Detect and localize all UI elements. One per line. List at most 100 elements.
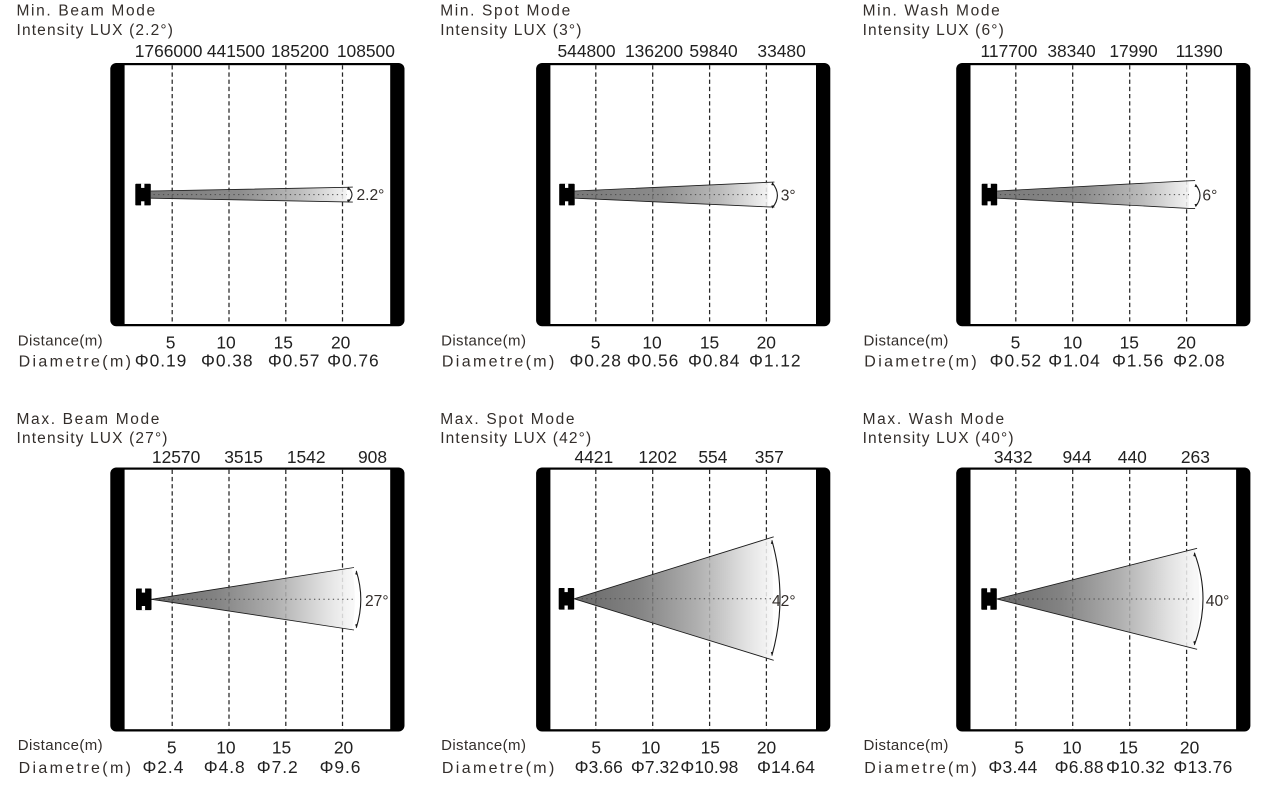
svg-text:136200: 136200 [625, 41, 683, 61]
svg-text:20: 20 [1177, 333, 1196, 353]
svg-text:Diametre(m): Diametre(m) [864, 353, 979, 370]
svg-text:554: 554 [698, 447, 727, 467]
svg-text:Intensity LUX (2.2°): Intensity LUX (2.2°) [17, 22, 175, 39]
svg-text:Intensity LUX (40°): Intensity LUX (40°) [863, 430, 1015, 447]
svg-text:6°: 6° [1202, 188, 1217, 205]
svg-text:Φ0.38: Φ0.38 [201, 350, 253, 370]
svg-text:2.2°: 2.2° [357, 187, 385, 204]
svg-text:Diametre(m): Diametre(m) [442, 353, 557, 370]
svg-text:Φ4.8: Φ4.8 [204, 757, 246, 777]
svg-text:Intensity LUX (27°): Intensity LUX (27°) [17, 430, 169, 447]
svg-text:1542: 1542 [287, 447, 326, 467]
svg-text:Φ1.56: Φ1.56 [1112, 350, 1164, 370]
svg-text:Φ2.4: Φ2.4 [142, 757, 184, 777]
svg-text:20: 20 [757, 333, 776, 353]
svg-text:117700: 117700 [981, 41, 1038, 61]
svg-text:Distance(m): Distance(m) [864, 737, 949, 754]
svg-text:17990: 17990 [1109, 41, 1157, 61]
svg-text:Φ0.52: Φ0.52 [990, 350, 1042, 370]
svg-text:10: 10 [641, 738, 660, 758]
svg-text:3515: 3515 [224, 447, 263, 467]
svg-text:944: 944 [1062, 447, 1091, 467]
svg-text:Φ1.04: Φ1.04 [1048, 350, 1100, 370]
svg-text:Intensity LUX (42°): Intensity LUX (42°) [440, 430, 592, 447]
svg-text:Φ0.84: Φ0.84 [688, 350, 740, 370]
svg-text:3°: 3° [781, 187, 796, 204]
svg-text:Intensity LUX (6°): Intensity LUX (6°) [863, 22, 1005, 39]
svg-text:Min. Wash Mode: Min. Wash Mode [863, 2, 1002, 19]
svg-text:Max. Wash Mode: Max. Wash Mode [863, 411, 1006, 428]
svg-text:5: 5 [1014, 738, 1024, 758]
svg-text:1202: 1202 [638, 447, 677, 467]
svg-text:357: 357 [755, 447, 784, 467]
svg-text:5: 5 [591, 738, 601, 758]
svg-text:10: 10 [1063, 333, 1082, 353]
svg-text:Φ7.2: Φ7.2 [257, 757, 299, 777]
svg-text:15: 15 [1119, 738, 1138, 758]
svg-text:Distance(m): Distance(m) [864, 332, 949, 349]
svg-text:440: 440 [1118, 447, 1147, 467]
svg-text:Min. Beam Mode: Min. Beam Mode [17, 2, 157, 19]
svg-text:Φ3.66: Φ3.66 [575, 757, 623, 777]
svg-text:Φ2.08: Φ2.08 [1173, 350, 1225, 370]
svg-text:10: 10 [1062, 738, 1081, 758]
svg-text:15: 15 [272, 738, 291, 758]
svg-text:441500: 441500 [207, 41, 265, 61]
svg-text:42°: 42° [772, 593, 796, 610]
svg-text:Φ3.44: Φ3.44 [988, 757, 1037, 777]
svg-text:38340: 38340 [1047, 41, 1095, 61]
svg-text:Diametre(m): Diametre(m) [19, 353, 134, 370]
svg-text:10: 10 [642, 333, 661, 353]
svg-text:10: 10 [216, 738, 235, 758]
svg-text:1766000: 1766000 [135, 41, 203, 61]
svg-text:5: 5 [166, 333, 176, 353]
svg-text:Min. Spot Mode: Min. Spot Mode [440, 2, 572, 19]
svg-text:Φ10.32: Φ10.32 [1106, 757, 1165, 777]
svg-text:Max. Beam Mode: Max. Beam Mode [17, 411, 162, 428]
svg-text:5: 5 [167, 738, 177, 758]
svg-text:15: 15 [274, 333, 293, 353]
svg-text:15: 15 [700, 333, 719, 353]
svg-text:5: 5 [1011, 333, 1021, 353]
svg-text:Φ6.88: Φ6.88 [1055, 757, 1104, 777]
svg-text:27°: 27° [365, 593, 389, 610]
svg-text:40°: 40° [1206, 593, 1230, 610]
svg-text:Intensity LUX (3°): Intensity LUX (3°) [440, 22, 582, 39]
svg-text:Φ1.12: Φ1.12 [749, 350, 801, 370]
svg-text:Φ13.76: Φ13.76 [1173, 757, 1232, 777]
svg-text:33480: 33480 [757, 41, 805, 61]
svg-text:908: 908 [358, 447, 387, 467]
svg-text:185200: 185200 [271, 41, 329, 61]
svg-text:12570: 12570 [152, 447, 200, 467]
svg-text:108500: 108500 [337, 41, 395, 61]
svg-text:Φ0.19: Φ0.19 [135, 350, 187, 370]
svg-text:Distance(m): Distance(m) [441, 737, 526, 754]
svg-text:544800: 544800 [557, 41, 615, 61]
svg-text:15: 15 [1120, 333, 1139, 353]
svg-text:Φ0.28: Φ0.28 [569, 350, 621, 370]
svg-text:Φ0.56: Φ0.56 [627, 350, 679, 370]
svg-text:Φ14.64: Φ14.64 [757, 757, 815, 777]
svg-text:4421: 4421 [574, 447, 613, 467]
svg-text:20: 20 [334, 738, 353, 758]
svg-text:59840: 59840 [689, 41, 737, 61]
svg-text:Distance(m): Distance(m) [18, 737, 103, 754]
svg-text:20: 20 [1180, 738, 1199, 758]
svg-text:Φ10.98: Φ10.98 [680, 757, 738, 777]
svg-text:20: 20 [757, 738, 776, 758]
svg-text:Diametre(m): Diametre(m) [442, 760, 557, 777]
svg-text:11390: 11390 [1176, 41, 1223, 61]
svg-text:Max. Spot Mode: Max. Spot Mode [440, 411, 576, 428]
svg-text:Φ0.76: Φ0.76 [327, 350, 379, 370]
svg-text:Distance(m): Distance(m) [18, 332, 103, 349]
svg-text:15: 15 [701, 738, 720, 758]
svg-text:263: 263 [1181, 447, 1210, 467]
svg-text:5: 5 [591, 333, 601, 353]
svg-text:Φ9.6: Φ9.6 [320, 757, 362, 777]
svg-text:Diametre(m): Diametre(m) [19, 760, 134, 777]
svg-text:Distance(m): Distance(m) [441, 332, 526, 349]
svg-text:20: 20 [331, 333, 350, 353]
svg-text:Diametre(m): Diametre(m) [864, 760, 979, 777]
svg-text:10: 10 [216, 333, 235, 353]
svg-text:3432: 3432 [994, 447, 1033, 467]
